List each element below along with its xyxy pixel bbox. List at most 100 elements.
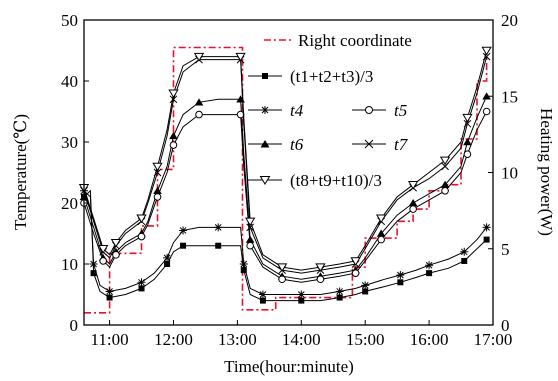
data-point-t7: [169, 95, 178, 104]
data-point-t4: [239, 260, 248, 268]
data-point-t4: [179, 226, 188, 235]
legend: Right coordinate (t1+t2+t3)/3 t4 t5 t6 t…: [248, 31, 412, 190]
data-point-avg8910: [244, 217, 256, 227]
data-point-avg8910: [462, 113, 473, 123]
data-point-avg8910: [350, 257, 361, 266]
y-axis-left-label: Temperature(℃): [11, 114, 30, 230]
data-point-avg8910: [439, 156, 451, 166]
data-point-avg123: [259, 297, 266, 304]
y-axis-right-label: Heating power(W): [537, 108, 556, 236]
data-point-avg123: [298, 297, 305, 304]
data-point-avg8910: [193, 52, 205, 62]
data-point-t5: [112, 251, 120, 259]
data-point-t5: [441, 187, 449, 195]
data-point-avg123: [461, 257, 468, 264]
data-point-t4: [214, 223, 223, 232]
series-t5: [80, 107, 491, 284]
series-line-t7: [83, 56, 488, 274]
legend-label-power: Right coordinate: [298, 31, 412, 50]
data-point-t4: [163, 253, 172, 262]
data-point-t7: [441, 162, 449, 171]
data-point-avg123: [336, 294, 343, 301]
data-point-avg123: [362, 288, 369, 295]
data-point-t6: [482, 92, 491, 100]
power-layer: [84, 46, 488, 314]
ticks-layer: 11:00 12:00 13:00 14:00 15:00 16:00 17:00 0 10 20…: [61, 11, 518, 349]
legend-label-avg123: (t1+t2+t3)/3: [290, 67, 373, 86]
data-point-avg8910: [110, 238, 122, 248]
legend-marker-avg123: [262, 73, 268, 79]
x-tick-label: 14:00: [282, 330, 321, 349]
data-point-avg8910: [375, 214, 387, 224]
data-point-t7: [246, 223, 255, 232]
data-point-avg8910: [315, 263, 326, 273]
data-point-t5: [377, 235, 385, 244]
data-point-avg123: [240, 267, 247, 274]
y-left-tick-label: 40: [61, 72, 78, 91]
series-line-power: [84, 46, 488, 314]
data-point-avg123: [138, 285, 145, 292]
data-point-avg8910: [168, 89, 179, 99]
data-point-avg8910: [407, 181, 419, 190]
data-point-avg123: [90, 270, 97, 277]
data-point-avg8910: [276, 263, 288, 273]
y-right-tick-label: 20: [501, 11, 518, 30]
data-point-avg123: [215, 242, 222, 249]
x-tick-label: 16:00: [410, 330, 449, 349]
data-point-avg8910: [481, 46, 492, 56]
data-point-t5: [137, 232, 146, 241]
x-tick-label: 11:00: [91, 330, 129, 349]
x-tick-label: 12:00: [154, 330, 193, 349]
data-point-t6: [376, 229, 386, 237]
data-point-avg123: [180, 242, 187, 249]
data-point-t5: [99, 257, 107, 265]
data-point-avg123: [106, 294, 113, 301]
y-left-tick-label: 10: [61, 255, 78, 274]
data-point-t6: [169, 131, 178, 140]
y-left-tick-label: 30: [61, 133, 78, 152]
x-axis-label: Time(hour:minute): [224, 357, 354, 376]
series-avg8910: [78, 46, 492, 273]
y-left-tick-label: 0: [70, 316, 79, 335]
data-point-t5: [482, 107, 491, 116]
series-line-t4: [83, 190, 487, 295]
legend-marker-t7: [364, 139, 374, 149]
data-point-t5: [409, 205, 417, 213]
data-point-t4: [396, 270, 405, 279]
data-point-avg123: [397, 279, 404, 286]
data-point-t5: [195, 110, 203, 119]
data-point-avg8910: [235, 52, 246, 62]
y-right-tick-label: 10: [501, 164, 518, 183]
data-point-t4: [460, 247, 469, 256]
x-tick-label: 13:00: [218, 330, 257, 349]
data-point-t6: [194, 98, 204, 106]
data-point-avg8910: [136, 214, 147, 224]
y-right-tick-label: 5: [501, 240, 510, 259]
legend-marker-t5: [365, 106, 373, 114]
y-left-tick-label: 20: [61, 194, 78, 213]
legend-marker-t4: [261, 106, 269, 114]
series-line-t5: [83, 111, 488, 283]
series-t7: [80, 52, 491, 274]
legend-marker-avg8910: [259, 176, 271, 185]
x-tick-label: 17:00: [474, 330, 513, 349]
data-point-t6: [463, 138, 472, 146]
x-tick-label: 15:00: [346, 330, 385, 349]
data-point-t4: [105, 287, 114, 296]
data-point-avg123: [164, 261, 171, 267]
series-line-t6: [83, 96, 488, 280]
data-point-t6: [440, 180, 450, 188]
data-point-avg8910: [152, 162, 163, 172]
legend-label-avg8910: (t8+t9+t10)/3: [290, 171, 382, 190]
data-point-avg8910: [97, 245, 109, 254]
legend-label-t4: t4: [290, 101, 304, 120]
data-point-t6: [408, 199, 418, 207]
series-t6: [79, 92, 491, 280]
legend-label-t7: t7: [394, 135, 409, 154]
data-point-t5: [153, 193, 162, 201]
data-point-t4: [361, 281, 370, 290]
series-line-avg123: [83, 189, 487, 302]
data-point-t4: [258, 290, 267, 299]
legend-label-t5: t5: [394, 101, 407, 120]
